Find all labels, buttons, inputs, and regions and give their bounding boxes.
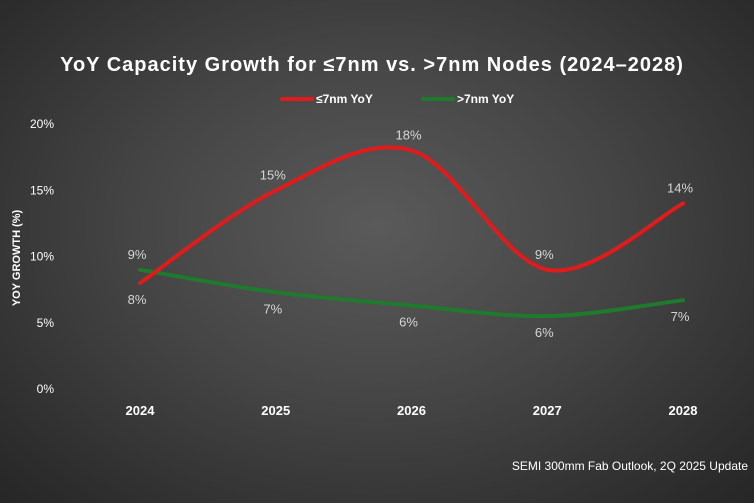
series-line [138,267,685,319]
data-label: 14% [667,181,693,196]
data-label: 15% [260,167,286,182]
y-axis-ticks: 0% 5% 10% 15% 20% [30,117,54,396]
y-axis-label: YOY GROWTH (%) [11,209,23,306]
legend-label: >7nm YoY [457,92,514,106]
x-tick-label: 2024 [126,403,156,418]
legend: ≤7nm YoY >7nm YoY [280,92,514,106]
x-axis-ticks: 2024 2025 2026 2027 2028 [126,403,698,418]
chart-title: YoY Capacity Growth for ≤7nm vs. >7nm No… [60,54,684,76]
data-label: 7% [671,309,690,324]
y-tick-label: 15% [30,183,54,197]
data-label: 6% [399,315,418,330]
y-tick-label: 10% [30,250,54,264]
x-tick-label: 2026 [397,403,426,418]
data-label: 9% [128,247,147,262]
data-label: 9% [535,247,554,262]
x-tick-label: 2027 [533,403,562,418]
legend-label: ≤7nm YoY [316,92,373,106]
x-tick-label: 2028 [669,403,698,418]
series-line [138,145,685,285]
source-note: SEMI 300mm Fab Outlook, 2Q 2025 Update [512,459,748,473]
x-tick-label: 2025 [261,403,290,418]
y-tick-label: 0% [37,382,55,396]
data-label: 18% [395,128,421,143]
series-layer [138,145,685,319]
data-label: 6% [535,325,554,340]
data-labels: 8% 15% 18% 9% 14% 9% 7% 6% 6% 7% [128,128,694,341]
y-tick-label: 5% [37,316,55,330]
data-label: 7% [263,301,282,316]
data-label: 8% [128,292,147,307]
y-tick-label: 20% [30,117,54,131]
